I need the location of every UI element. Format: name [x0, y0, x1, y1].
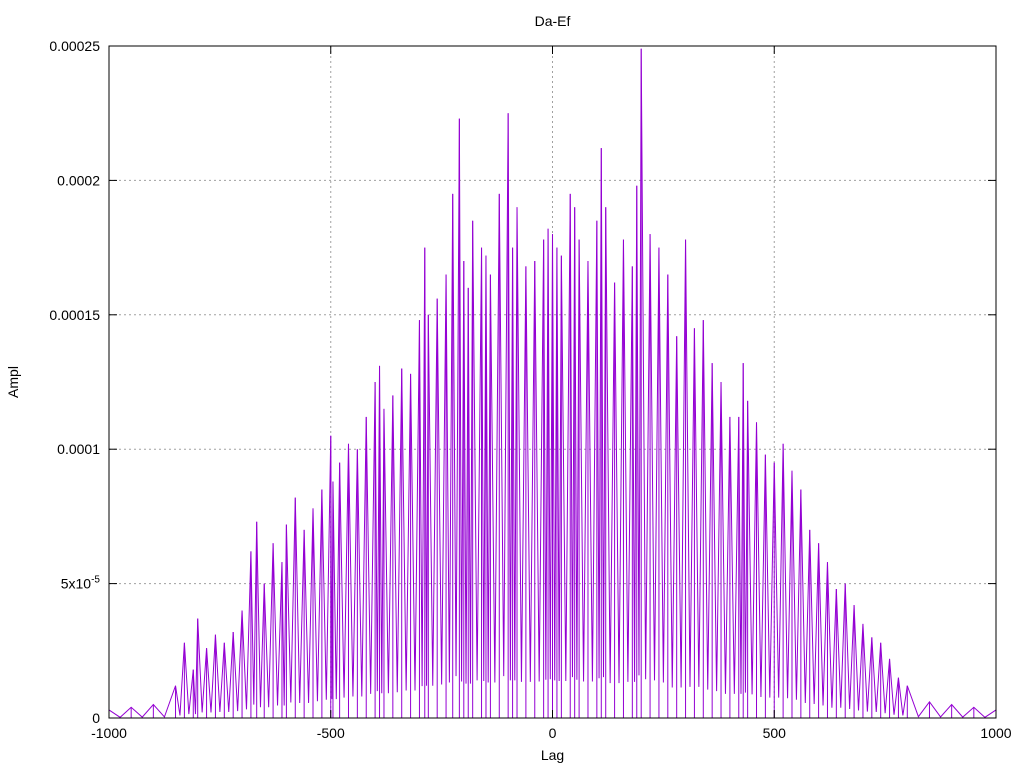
y-tick-label: 0.0002	[57, 172, 100, 188]
tick-marks	[108, 45, 997, 719]
x-tick-label: -500	[317, 725, 345, 741]
y-tick-labels: 0 5x10-5 0.0001 0.00015 0.0002 0.00025	[49, 38, 100, 726]
y-tick-label: 0.00025	[49, 38, 100, 54]
series-area	[108, 48, 997, 718]
y-tick-label: 0	[92, 710, 100, 726]
x-tick-label: -1000	[91, 725, 127, 741]
y-tick-label: 0.00015	[49, 307, 100, 323]
chart-title: Da-Ef	[535, 13, 571, 29]
x-tick-label: 1000	[980, 725, 1011, 741]
x-tick-label: 500	[763, 725, 787, 741]
x-axis-label: Lag	[541, 747, 564, 763]
y-tick-label-exponent: -5	[91, 575, 100, 586]
y-axis-label: Ampl	[5, 366, 21, 398]
y-tick-label: 5x10-5	[61, 575, 101, 592]
x-tick-label: 0	[549, 725, 557, 741]
y-tick-label-base: 5x10	[61, 576, 92, 592]
y-tick-label: 0.0001	[57, 441, 100, 457]
x-tick-labels: -1000 -500 0 500 1000	[91, 725, 1012, 741]
